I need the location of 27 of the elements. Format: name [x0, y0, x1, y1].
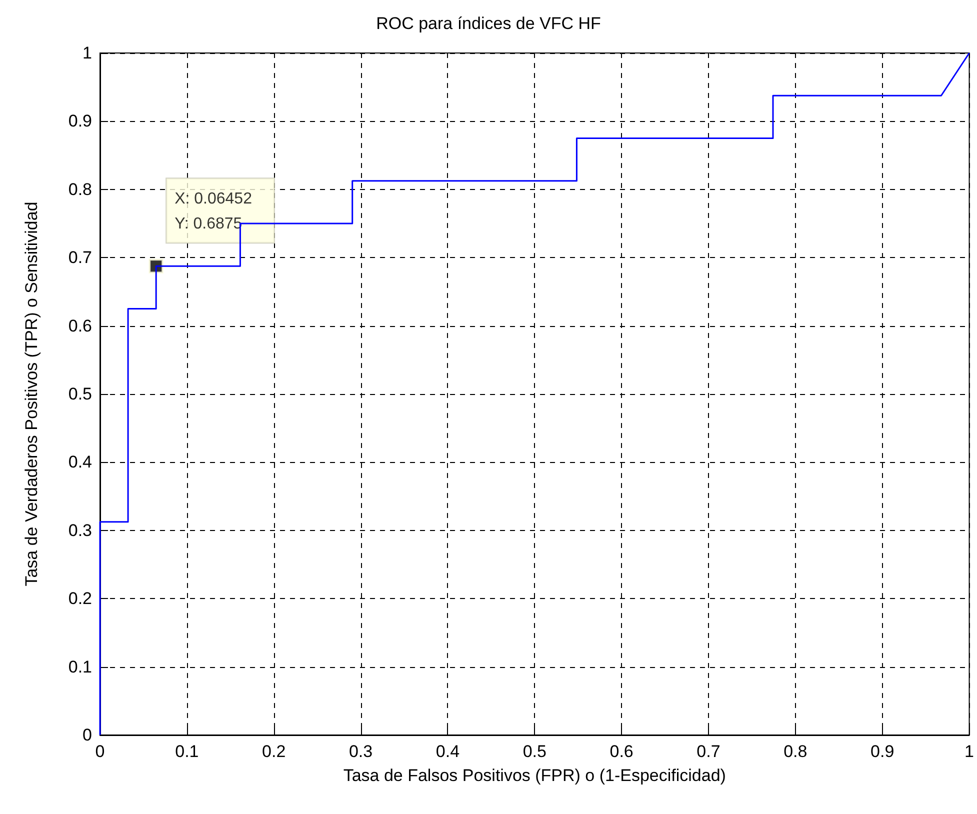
y-tick-label: 0.1	[68, 657, 92, 676]
annotation: X: 0.06452 Y: 0.6875	[174, 190, 252, 233]
y-tick-label: 0	[82, 726, 92, 744]
y-tick-label: 0.9	[68, 112, 92, 131]
x-tick-label: 0.8	[784, 742, 808, 761]
y-tick-label: 0.8	[68, 180, 92, 199]
chart-title: ROC para índices de VFC HF	[376, 14, 601, 33]
x-tick-label: 0.5	[522, 742, 546, 761]
y-tick-label: 0.5	[68, 384, 92, 404]
x-tick-label: 0.2	[262, 742, 286, 761]
x-tick-label: 1	[964, 742, 974, 761]
x-tick-label: 0.9	[870, 742, 894, 761]
x-tick-label: 0	[95, 742, 105, 761]
y-tick-label: 0.7	[68, 248, 92, 268]
x-tick-label: 0.3	[348, 742, 373, 761]
y-axis-title: Tasa de Verdaderos Positivos (TPR) o Sensitividad	[22, 202, 41, 586]
y-tick-label: 0.2	[68, 589, 92, 608]
x-tick-label: 0.4	[436, 742, 460, 761]
x-tick-label: 0.7	[696, 742, 720, 761]
x-axis-title: Tasa de Falsos Positivos (FPR) o (1-Especificidad)	[343, 766, 726, 785]
y-tick-label: 0.6	[68, 316, 92, 336]
y-tick-label: 0.4	[68, 452, 92, 472]
y-tick-label: 0.3	[68, 520, 92, 540]
y-tick-label: 1	[82, 44, 92, 62]
x-tick-label: 0.6	[610, 742, 634, 761]
line-series	[99, 52, 970, 736]
x-tick-label: 0.1	[175, 742, 199, 761]
